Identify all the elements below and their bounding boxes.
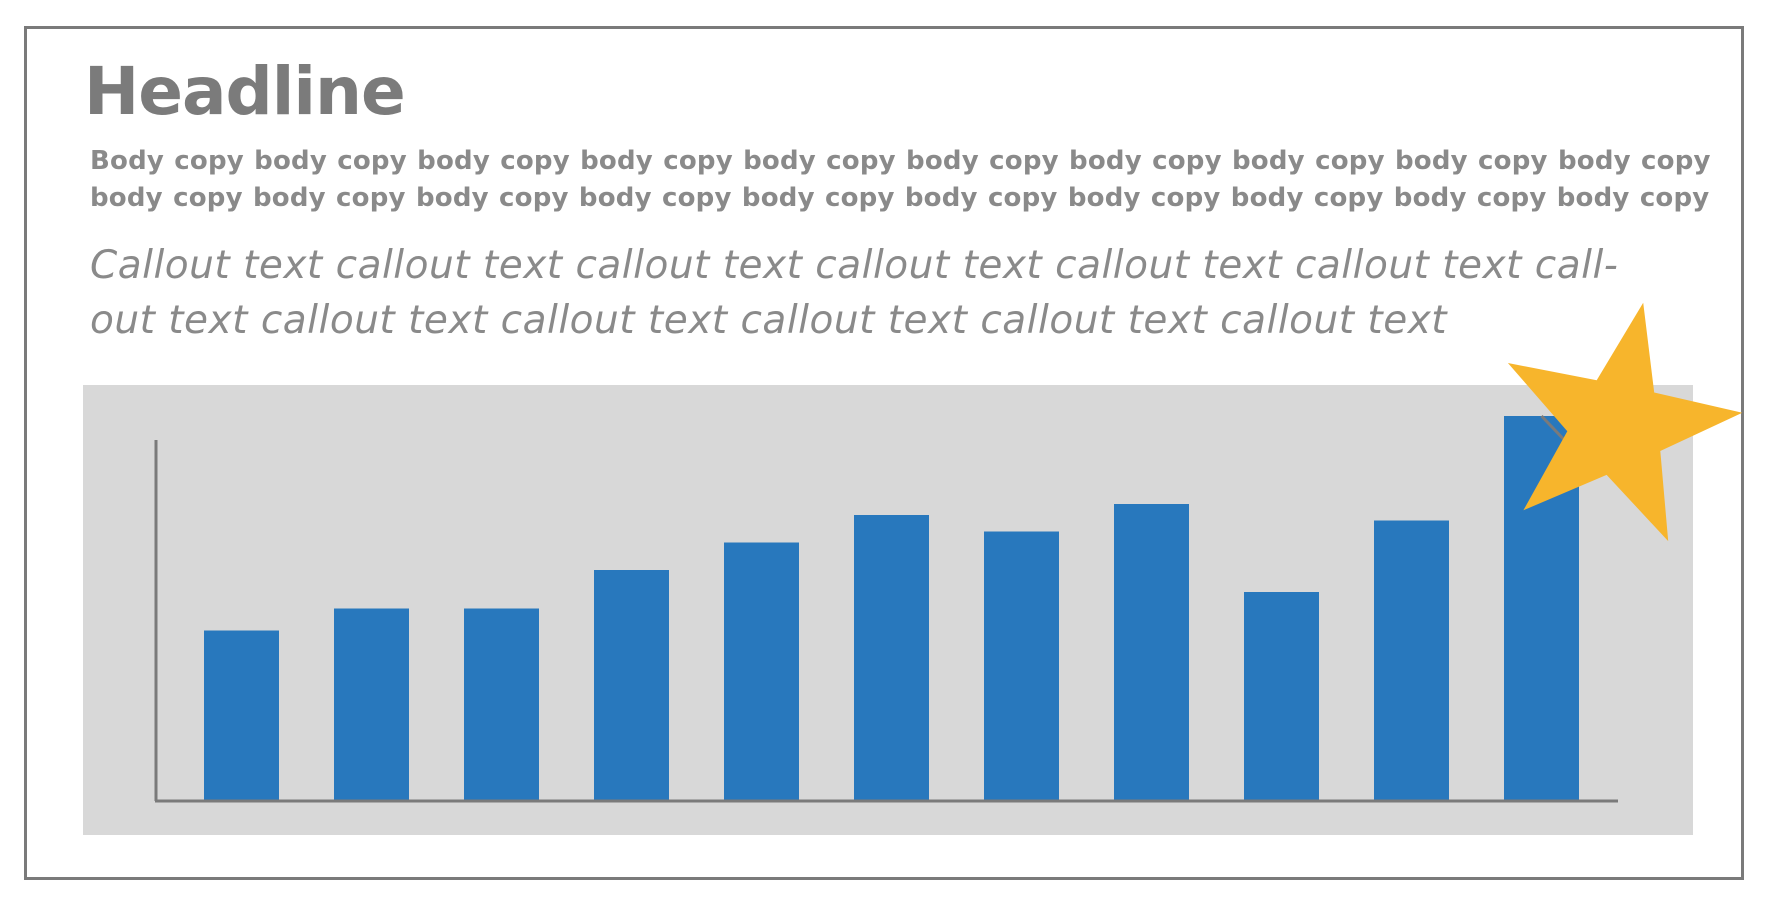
body-copy-line: body copy body copy body copy body copy … <box>90 183 1710 213</box>
bar <box>1374 520 1449 800</box>
callout-line: Callout text callout text callout text c… <box>90 243 1619 288</box>
bar <box>724 542 799 800</box>
bar <box>594 570 669 800</box>
body-copy-line: Body copy body copy body copy body copy … <box>90 146 1711 176</box>
callout-text: Callout text callout text callout text c… <box>90 238 1690 348</box>
body-copy: Body copy body copy body copy body copy … <box>90 143 1710 217</box>
bar <box>854 515 929 800</box>
bar <box>1114 504 1189 800</box>
bar <box>204 630 279 800</box>
bar <box>464 608 539 800</box>
callout-line: out text callout text callout text callo… <box>90 298 1448 343</box>
headline: Headline <box>84 53 406 130</box>
bar <box>334 608 409 800</box>
star-icon <box>1507 302 1743 542</box>
bar <box>984 531 1059 800</box>
bar <box>1244 592 1319 800</box>
